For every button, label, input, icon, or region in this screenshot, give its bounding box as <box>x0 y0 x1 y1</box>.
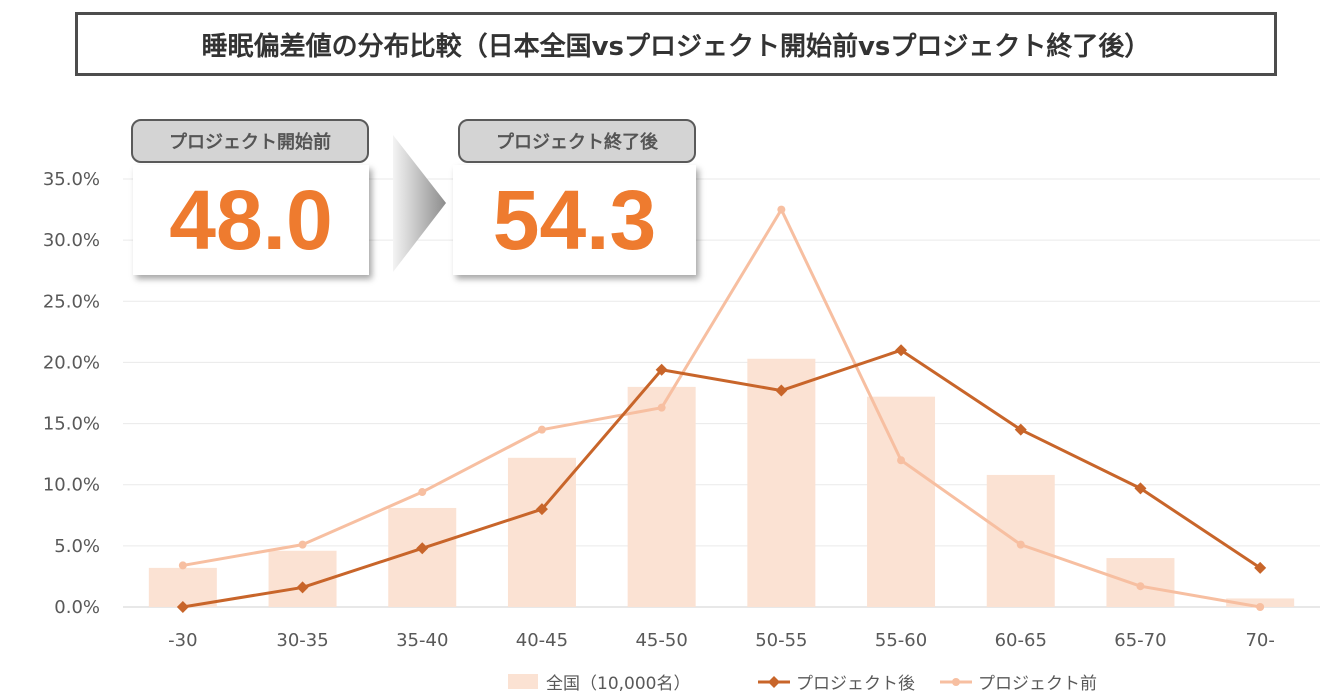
legend-swatch-national <box>508 674 538 689</box>
x-tick-label: 60-65 <box>995 630 1047 651</box>
y-tick-label: 25.0% <box>43 291 100 312</box>
y-axis-ticks: 0.0% 5.0% 10.0% 15.0% 20.0% 25.0% 30.0% 35.0% <box>43 169 100 618</box>
before-point <box>897 456 906 465</box>
after-point <box>535 503 548 516</box>
y-tick-label: 10.0% <box>43 475 100 496</box>
after-point <box>775 384 788 397</box>
before-score-label: プロジェクト開始前 <box>131 119 369 163</box>
before-line-series <box>178 205 1265 611</box>
national-bars <box>148 358 1295 607</box>
after-line <box>182 348 1261 609</box>
y-tick-label: 30.0% <box>43 230 100 251</box>
y-tick-label: 35.0% <box>43 169 100 190</box>
after-point <box>1134 482 1147 495</box>
bar-national <box>1226 598 1295 607</box>
bar-national <box>388 507 457 607</box>
before-point <box>178 561 187 570</box>
after-score-value: 54.3 <box>453 165 696 275</box>
before-point <box>1136 582 1145 591</box>
y-tick-label: 20.0% <box>43 352 100 373</box>
y-tick-label: 0.0% <box>54 597 100 618</box>
legend-label-after: プロジェクト後 <box>796 674 915 694</box>
x-tick-label: 55-60 <box>875 630 927 651</box>
before-point <box>418 488 427 497</box>
after-point <box>655 363 668 376</box>
before-line <box>182 208 1261 609</box>
y-tick-label: 15.0% <box>43 414 100 435</box>
x-tick-label: 45-50 <box>635 630 687 651</box>
x-tick-label: 70- <box>1245 630 1274 651</box>
legend: 全国（10,000名） プロジェクト後 プロジェクト前 <box>508 674 1097 694</box>
y-tick-label: 5.0% <box>54 536 100 557</box>
x-axis-ticks: -30 30-35 35-40 40-45 45-50 50-55 55-60 60-65 65… <box>168 630 1275 651</box>
x-tick-label: 35-40 <box>396 630 448 651</box>
bar-national <box>627 386 696 607</box>
legend-marker-before <box>952 678 960 686</box>
before-point <box>1016 540 1025 549</box>
legend-marker-after <box>768 676 780 688</box>
after-point <box>296 581 309 594</box>
after-score-label: プロジェクト終了後 <box>458 119 696 163</box>
before-point <box>657 403 666 412</box>
before-point <box>1256 603 1265 611</box>
bar-national <box>867 396 936 607</box>
before-point <box>777 205 786 214</box>
progress-arrow-icon <box>393 135 446 272</box>
legend-label-before: プロジェクト前 <box>978 674 1097 694</box>
legend-label-national: 全国（10,000名） <box>546 674 690 694</box>
bar-national <box>148 567 217 607</box>
bar-national <box>747 358 816 607</box>
x-tick-label: 30-35 <box>276 630 328 651</box>
x-tick-label: 65-70 <box>1114 630 1166 651</box>
before-point <box>298 540 307 549</box>
before-score-value: 48.0 <box>133 165 369 275</box>
x-tick-label: 40-45 <box>516 630 568 651</box>
x-tick-label: -30 <box>168 630 197 651</box>
after-point <box>416 542 429 555</box>
after-point <box>895 344 908 357</box>
before-point <box>537 425 546 434</box>
chart-title: 睡眠偏差値の分布比較（日本全国vsプロジェクト開始前vsプロジェクト終了後） <box>75 12 1277 76</box>
after-point <box>1254 561 1267 574</box>
after-line-series <box>176 344 1267 613</box>
after-point <box>176 601 189 613</box>
after-point <box>1014 423 1027 436</box>
x-tick-label: 50-55 <box>755 630 807 651</box>
